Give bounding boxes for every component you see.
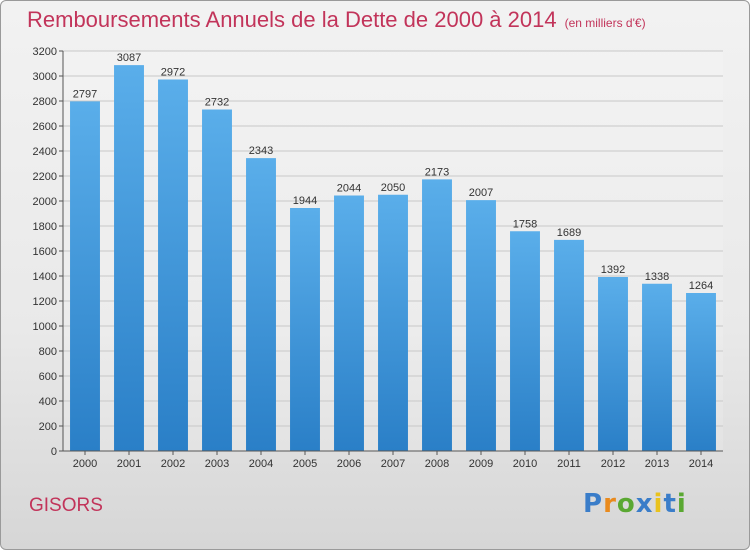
data-label: 1338 (645, 271, 669, 283)
logo-letter: o (616, 489, 636, 519)
proxiti-logo: Proxiti (583, 489, 687, 519)
y-tick-label: 1200 (33, 296, 57, 308)
bar-2013 (642, 283, 672, 451)
x-tick-label: 2012 (601, 458, 625, 470)
y-tick-label: 600 (39, 371, 57, 383)
data-label: 2050 (381, 182, 405, 194)
data-label: 2007 (469, 187, 493, 199)
x-tick-label: 2004 (249, 458, 273, 470)
data-label: 2797 (73, 88, 97, 100)
x-tick-label: 2014 (689, 458, 713, 470)
x-tick-label: 2003 (205, 458, 229, 470)
data-label: 1689 (557, 227, 581, 239)
data-label: 1392 (601, 264, 625, 276)
logo-letter: P (583, 489, 604, 519)
bars-layer: 2797 3087 2972 2732 2343 1944 2044 2050 2173 2007… (70, 52, 716, 451)
bar-2010 (510, 231, 540, 451)
data-label: 2972 (161, 67, 185, 79)
data-label: 1944 (293, 195, 317, 207)
data-label: 2343 (249, 145, 273, 157)
y-tick-label: 2000 (33, 196, 57, 208)
data-label: 2044 (337, 183, 361, 195)
x-tick-label: 2008 (425, 458, 449, 470)
chart-subtitle: (en milliers d'€) (564, 16, 646, 30)
data-label: 1264 (689, 280, 713, 292)
y-tick-label: 200 (39, 421, 57, 433)
y-tick-label: 3000 (33, 71, 57, 83)
town-name: GISORS (29, 495, 103, 516)
logo-letter: i (653, 489, 664, 519)
y-tick-label: 1600 (33, 246, 57, 258)
bar-2005 (290, 208, 320, 451)
y-tick-label: 1400 (33, 271, 57, 283)
x-tick-label: 2005 (293, 458, 317, 470)
x-tick-label: 2010 (513, 458, 537, 470)
data-label: 3087 (117, 52, 141, 64)
logo-letter: x (635, 489, 654, 519)
bar-2009 (466, 200, 496, 451)
bar-2002 (158, 79, 188, 451)
bar-2001 (114, 65, 144, 451)
data-label: 2732 (205, 97, 229, 109)
logo-letter: t (663, 489, 677, 519)
x-tick-label: 2007 (381, 458, 405, 470)
x-tick-label: 2006 (337, 458, 361, 470)
y-tick-label: 2800 (33, 96, 57, 108)
x-tick-label: 2013 (645, 458, 669, 470)
chart-title: Remboursements Annuels de la Dette de 20… (27, 7, 646, 33)
y-tick-label: 2600 (33, 121, 57, 133)
chart-title-text: Remboursements Annuels de la Dette de 20… (27, 7, 557, 32)
bar-2008 (422, 179, 452, 451)
x-tick-label: 2009 (469, 458, 493, 470)
bar-2012 (598, 277, 628, 451)
y-tick-label: 3200 (33, 46, 57, 58)
bar-2011 (554, 239, 584, 451)
y-tick-label: 0 (51, 446, 57, 458)
bar-2000 (70, 101, 100, 451)
bar-2003 (202, 109, 232, 451)
x-tick-label: 2002 (161, 458, 185, 470)
y-tick-label: 1800 (33, 221, 57, 233)
x-tick-label: 2001 (117, 458, 141, 470)
y-tick-label: 1000 (33, 321, 57, 333)
data-label: 2173 (425, 166, 449, 178)
y-tick-label: 800 (39, 346, 57, 358)
x-tick-label: 2011 (557, 458, 581, 470)
logo-letter: i (676, 489, 687, 519)
y-tick-label: 2400 (33, 146, 57, 158)
y-tick-label: 2200 (33, 171, 57, 183)
axis-layer: 0 200 400 600 800 1000 1200 1400 1600 1800 2000 220… (33, 46, 723, 470)
bar-2006 (334, 195, 364, 451)
logo-letter: r (603, 489, 617, 519)
bar-2007 (378, 194, 408, 451)
data-label: 1758 (513, 218, 537, 230)
x-tick-label: 2000 (73, 458, 97, 470)
bar-2014 (686, 293, 716, 451)
y-tick-label: 400 (39, 396, 57, 408)
bar-2004 (246, 158, 276, 451)
